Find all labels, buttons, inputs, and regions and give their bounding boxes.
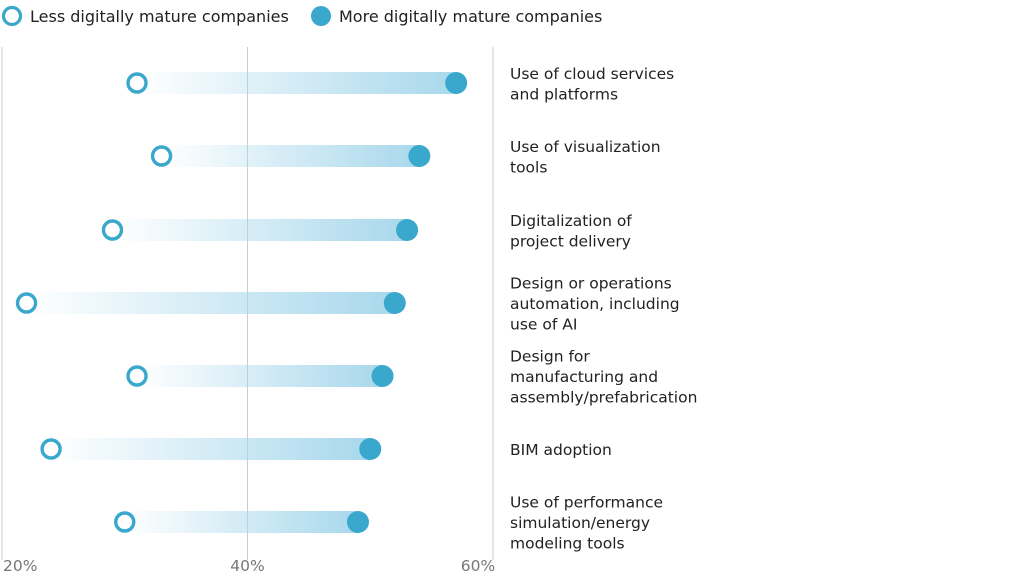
- category-label-line: Design for: [510, 348, 590, 366]
- category-label-line: Use of cloud services: [510, 65, 674, 83]
- less-mature-point: [101, 219, 124, 241]
- category-label: Use of visualization tools: [510, 138, 661, 177]
- x-tick-label: 20%: [3, 557, 37, 575]
- range-bar: [26, 292, 395, 314]
- range-bar: [124, 511, 358, 533]
- category-label: Digitalization of project delivery: [510, 212, 632, 251]
- less-mature-point: [15, 292, 38, 314]
- legend-more-marker: [311, 6, 331, 26]
- range-bar: [137, 72, 457, 94]
- legend-more-label: More digitally mature companies: [339, 7, 602, 26]
- category-label-line: Use of performance: [510, 494, 663, 512]
- more-mature-point: [371, 365, 394, 387]
- range-bar: [112, 219, 408, 241]
- category-label-line: manufacturing and: [510, 368, 658, 386]
- category-label-line: simulation/energy: [510, 514, 650, 532]
- x-tick-label: 40%: [230, 557, 264, 575]
- category-label: Design for manufacturing and assembly/pref…: [510, 348, 697, 407]
- category-label: Use of performance simulation/energy model…: [510, 494, 663, 553]
- more-mature-point: [408, 145, 431, 167]
- category-label: Use of cloud services and platforms: [510, 65, 674, 104]
- category-label: BIM adoption: [510, 441, 612, 459]
- x-tick-label: 60%: [461, 557, 495, 575]
- more-mature-point: [396, 219, 419, 241]
- category-label-line: BIM adoption: [510, 441, 612, 459]
- markers: [15, 72, 468, 533]
- category-label-line: Digitalization of: [510, 212, 632, 230]
- category-label-line: project delivery: [510, 232, 631, 250]
- less-mature-point: [126, 72, 148, 94]
- category-label-line: automation, including: [510, 295, 680, 313]
- category-label-line: assembly/prefabrication: [510, 389, 697, 407]
- legend-less-marker: [1, 5, 23, 27]
- category-label-line: use of AI: [510, 316, 577, 334]
- range-bar: [161, 145, 420, 167]
- more-mature-point: [359, 438, 382, 460]
- category-label-line: Design or operations: [510, 275, 672, 293]
- more-mature-point: [346, 511, 369, 533]
- x-axis-ticks: 20% 40% 60%: [3, 557, 495, 575]
- less-mature-point: [40, 438, 62, 460]
- category-label-line: Use of visualization: [510, 138, 661, 156]
- category-label-line: tools: [510, 158, 547, 176]
- less-mature-point: [150, 145, 173, 167]
- range-bar: [51, 438, 371, 460]
- range-bar: [137, 365, 383, 387]
- legend: Less digitally mature companies More digi…: [1, 5, 602, 27]
- bars: [26, 72, 457, 533]
- less-mature-point: [126, 365, 148, 387]
- category-label-line: modeling tools: [510, 535, 625, 553]
- legend-less-label: Less digitally mature companies: [30, 7, 289, 26]
- more-mature-point: [383, 292, 406, 314]
- category-label: Design or operations automation, includin…: [510, 275, 680, 334]
- less-mature-point: [114, 511, 136, 533]
- category-label-line: and platforms: [510, 85, 618, 103]
- more-mature-point: [445, 72, 468, 94]
